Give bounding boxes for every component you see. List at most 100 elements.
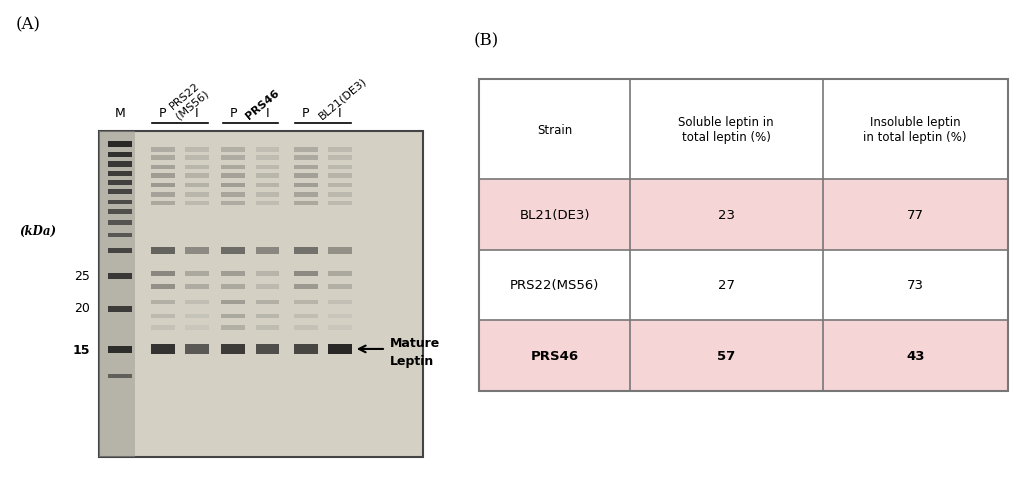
Bar [294,326,318,330]
Bar [294,174,318,179]
Text: P: P [229,107,237,120]
Bar [328,247,352,255]
Text: 15: 15 [73,343,91,356]
Bar [151,285,175,289]
Text: BL21(DE3): BL21(DE3) [520,208,590,221]
Bar [108,162,132,167]
Bar [221,314,245,318]
Bar [151,201,175,205]
Text: 73: 73 [907,279,924,292]
Bar [221,247,245,255]
Bar [185,344,209,354]
Bar [221,285,245,289]
Bar [151,300,175,304]
Bar [151,156,175,161]
Text: P: P [159,107,167,120]
Bar [255,183,279,188]
Bar [185,285,209,289]
Bar [221,300,245,304]
Bar [328,148,352,153]
Bar [294,247,318,255]
Text: I: I [339,107,342,120]
Bar [255,247,279,255]
Bar [221,174,245,179]
Bar [328,201,352,205]
Bar [185,247,209,255]
Text: PRS22
(MS56): PRS22 (MS56) [166,80,210,121]
Text: PRS22(MS56): PRS22(MS56) [509,279,599,292]
Bar [480,80,1007,180]
Text: PRS46: PRS46 [531,349,578,362]
Bar [255,148,279,153]
Bar [255,344,279,354]
Bar [255,156,279,161]
Bar [151,193,175,197]
Bar [294,285,318,289]
Text: (kDa): (kDa) [20,224,57,237]
Bar [151,174,175,179]
Text: 25: 25 [74,269,91,282]
Text: BL21(DE3): BL21(DE3) [317,76,368,121]
Bar [151,165,175,170]
Bar [108,171,132,177]
Bar [480,250,1007,320]
Bar [185,271,209,277]
Bar [151,344,175,354]
Text: 77: 77 [907,208,924,221]
Bar [108,190,132,195]
Bar [480,180,1007,250]
Bar [328,183,352,188]
Bar [108,233,132,238]
Bar [221,183,245,188]
Bar [151,326,175,330]
Bar [151,271,175,277]
Bar [255,271,279,277]
Bar [294,148,318,153]
Bar [221,165,245,170]
Bar [108,374,132,378]
Bar [328,156,352,161]
Bar [151,314,175,318]
Text: Strain: Strain [537,123,572,136]
Bar [255,326,279,330]
Bar [185,183,209,188]
Bar [185,326,209,330]
Text: I: I [265,107,270,120]
Bar [185,193,209,197]
Text: Leptin: Leptin [390,354,434,367]
Text: 43: 43 [906,349,924,362]
Bar [294,314,318,318]
Bar [328,314,352,318]
Bar [108,221,132,225]
Bar [294,165,318,170]
Bar [255,314,279,318]
Bar [221,271,245,277]
Bar [151,247,175,255]
Bar [185,156,209,161]
Text: 23: 23 [718,208,735,221]
Bar [108,153,132,158]
Bar [328,193,352,197]
Bar [185,201,209,205]
Text: Mature: Mature [390,336,440,349]
Bar [328,165,352,170]
Bar [328,174,352,179]
Bar [108,347,132,353]
Bar [221,156,245,161]
Bar [221,148,245,153]
Bar [255,201,279,205]
Text: M: M [114,107,126,120]
Bar [108,210,132,215]
Bar [294,193,318,197]
Text: 20: 20 [74,302,91,315]
Text: Insoluble leptin
in total leptin (%): Insoluble leptin in total leptin (%) [863,116,967,144]
Bar [328,326,352,330]
Bar [221,326,245,330]
Bar [99,132,135,456]
Text: 57: 57 [717,349,736,362]
Text: 27: 27 [718,279,735,292]
Bar [221,344,245,354]
Bar [108,307,132,312]
Text: (B): (B) [473,33,499,49]
Text: (A): (A) [15,16,40,34]
